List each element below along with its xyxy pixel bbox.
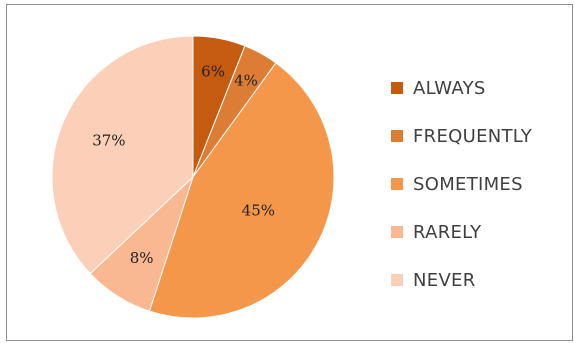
legend-item-rarely: RARELY [391,208,532,256]
pie-slice-sometimes [148,62,335,319]
slice-label-sometimes: 45% [242,201,275,219]
chart-legend: ALWAYS FREQUENTLY SOMETIMES RARELY NEVER [391,64,532,304]
slice-label-frequently: 4% [234,72,258,90]
legend-label-frequently: FREQUENTLY [413,125,533,147]
legend-swatch-sometimes [391,178,403,190]
slice-label-always: 6% [201,63,225,81]
legend-label-rarely: RARELY [413,221,482,243]
legend-item-never: NEVER [391,256,532,304]
legend-swatch-rarely [391,226,403,238]
legend-label-sometimes: SOMETIMES [413,173,523,195]
legend-item-frequently: FREQUENTLY [391,112,532,160]
legend-label-never: NEVER [413,269,476,291]
pie-slice-never [51,35,194,275]
legend-item-always: ALWAYS [391,64,532,112]
legend-item-sometimes: SOMETIMES [391,160,532,208]
legend-swatch-always [391,82,403,94]
legend-label-always: ALWAYS [413,77,486,99]
legend-swatch-never [391,274,403,286]
legend-swatch-frequently [391,130,403,142]
slice-label-rarely: 8% [130,249,154,267]
slice-label-never: 37% [92,132,125,150]
